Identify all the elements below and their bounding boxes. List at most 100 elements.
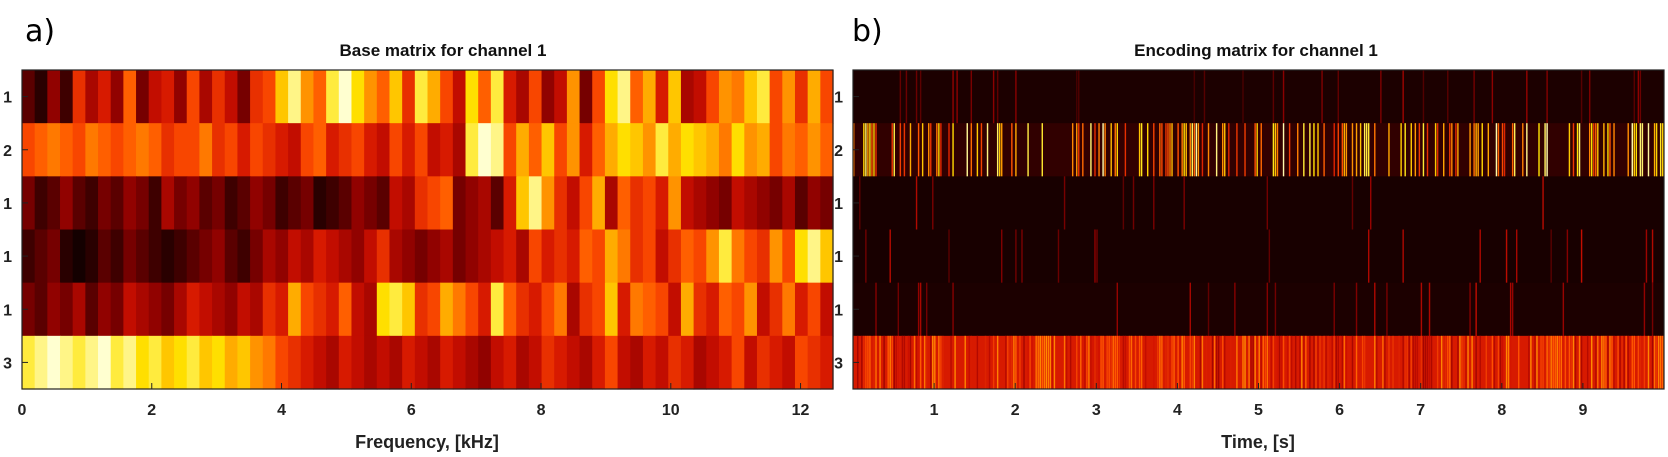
heatmap-line <box>1386 282 1388 337</box>
heatmap-line <box>1560 335 1563 390</box>
heatmap-line <box>1027 335 1029 390</box>
heatmap-cell <box>98 335 112 390</box>
heatmap-cell <box>554 335 568 390</box>
x-tick-label: 3 <box>1092 402 1101 419</box>
heatmap-cell <box>326 70 340 124</box>
heatmap-cell <box>224 282 239 337</box>
heatmap-line <box>1005 335 1007 390</box>
heatmap-line <box>1201 123 1204 177</box>
heatmap-line <box>1643 335 1646 390</box>
heatmap-cell <box>313 282 327 337</box>
heatmap-line <box>1509 335 1512 390</box>
heatmap-line <box>1578 123 1581 177</box>
panel-label-a: a) <box>25 14 56 49</box>
heatmap-cell <box>199 335 213 390</box>
heatmap-cell <box>313 229 327 284</box>
heatmap-cell <box>731 176 745 231</box>
heatmap-cell <box>440 176 454 231</box>
heatmap-line <box>998 123 1001 177</box>
heatmap-line <box>1473 123 1475 177</box>
heatmap-line <box>1041 123 1043 177</box>
heatmap-cell <box>148 229 162 284</box>
heatmap-cell <box>807 70 821 124</box>
heatmap-cell <box>541 70 555 124</box>
heatmap-cell <box>60 282 74 337</box>
heatmap-line <box>1029 335 1031 390</box>
heatmap-cell <box>148 123 162 177</box>
heatmap-line <box>1244 335 1246 390</box>
heatmap-line <box>915 176 918 230</box>
heatmap-cell <box>731 282 745 337</box>
heatmap-cell <box>516 123 530 177</box>
heatmap-line <box>1339 335 1342 390</box>
heatmap-cell <box>123 229 137 284</box>
heatmap-cell <box>617 70 631 124</box>
heatmap-cell <box>376 123 391 177</box>
heatmap-cell <box>338 335 353 390</box>
heatmap-line <box>1248 335 1250 390</box>
heatmap-cell <box>313 123 327 177</box>
heatmap-cell <box>250 229 264 284</box>
heatmap-line <box>1282 123 1285 177</box>
heatmap-line <box>1661 335 1664 390</box>
heatmap-line <box>1603 335 1605 390</box>
heatmap-line <box>875 123 877 177</box>
row-label: 1 <box>3 249 12 266</box>
heatmap-line <box>966 123 968 177</box>
heatmap-line <box>897 282 900 337</box>
heatmap-line <box>1621 335 1623 390</box>
heatmap-line <box>1088 335 1090 390</box>
heatmap-line <box>1104 123 1106 177</box>
heatmap-cell <box>60 123 74 177</box>
heatmap-line <box>1623 335 1625 390</box>
x-tick-label: 10 <box>662 402 680 419</box>
heatmap-line <box>932 335 934 390</box>
heatmap-line <box>1011 335 1013 390</box>
encoding-matrix-title: Encoding matrix for channel 1 <box>1134 41 1378 60</box>
heatmap-line <box>1355 123 1358 177</box>
heatmap-line <box>917 335 920 390</box>
heatmap-cell <box>136 70 150 124</box>
heatmap-line <box>1400 123 1402 177</box>
heatmap-line <box>1568 335 1571 390</box>
heatmap-line <box>1635 123 1638 177</box>
heatmap-line <box>1595 335 1597 390</box>
heatmap-line <box>1094 335 1096 390</box>
x-tick-label: 9 <box>1578 402 1587 419</box>
heatmap-line <box>1367 123 1370 177</box>
heatmap-line <box>1481 123 1483 177</box>
heatmap-cell <box>338 70 353 124</box>
heatmap-cell <box>72 176 86 231</box>
heatmap-cell <box>452 70 467 124</box>
heatmap-line <box>1189 335 1191 390</box>
heatmap-cell <box>490 123 505 177</box>
heatmap-line <box>1011 123 1013 177</box>
heatmap-line <box>936 123 938 177</box>
heatmap-line <box>893 123 895 177</box>
heatmap-row-background <box>853 123 1664 177</box>
heatmap-line <box>1122 176 1125 230</box>
heatmap-line <box>1303 335 1305 390</box>
heatmap-line <box>1534 335 1536 390</box>
heatmap-cell <box>123 282 137 337</box>
heatmap-cell <box>769 229 783 284</box>
heatmap-line <box>1319 335 1321 390</box>
heatmap-cell <box>212 123 226 177</box>
heatmap-line <box>867 335 869 390</box>
heatmap-cell <box>326 123 340 177</box>
heatmap-line <box>1570 335 1573 390</box>
heatmap-line <box>938 123 940 177</box>
heatmap-line <box>919 70 922 124</box>
heatmap-line <box>903 335 906 390</box>
heatmap-line <box>1013 335 1015 390</box>
heatmap-cell <box>706 123 720 177</box>
heatmap-line <box>1278 335 1281 390</box>
heatmap-cell <box>98 70 112 124</box>
heatmap-line <box>1345 123 1348 177</box>
heatmap-cell <box>731 335 745 390</box>
heatmap-line <box>1286 335 1289 390</box>
heatmap-line <box>1595 123 1597 177</box>
heatmap-line <box>932 176 934 230</box>
